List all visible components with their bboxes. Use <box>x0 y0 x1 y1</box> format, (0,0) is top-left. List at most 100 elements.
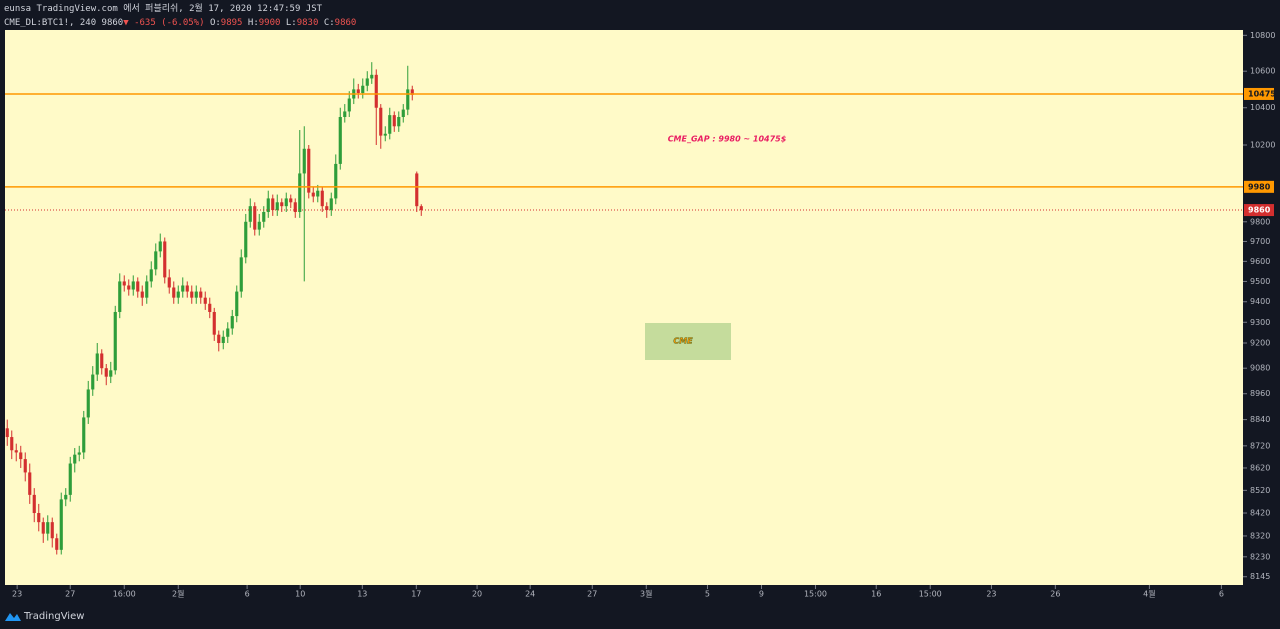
footer: TradingView <box>0 604 1280 629</box>
candle-body <box>19 452 23 460</box>
candle-body <box>73 454 77 464</box>
ohlc-label: O: <box>209 18 221 28</box>
candle-body <box>383 133 387 136</box>
x-tick-label: 13 <box>357 590 367 599</box>
candle-body <box>248 206 252 222</box>
y-tick-label: 10600 <box>1250 67 1275 76</box>
y-tick-label: 8320 <box>1250 531 1270 540</box>
candle-body <box>5 428 9 438</box>
candle-body <box>86 389 90 418</box>
x-tick-label: 23 <box>986 590 996 599</box>
candle-body <box>100 353 104 369</box>
candle-body <box>316 190 320 197</box>
candle-body <box>23 459 27 473</box>
brand: TradingView <box>24 611 85 622</box>
candle-body <box>46 522 50 534</box>
y-tick-label: 8840 <box>1250 415 1270 424</box>
annotation: CME_GAP : 9980 ~ 10475$ <box>668 135 787 144</box>
plot-background <box>5 30 1243 585</box>
candle-body <box>68 463 72 495</box>
candle-body <box>149 269 153 282</box>
candle-body <box>104 368 108 377</box>
candle-body <box>262 212 266 222</box>
y-tick-label: 9500 <box>1250 277 1270 286</box>
x-tick-label: 3월 <box>640 589 652 599</box>
candle-body <box>185 285 189 292</box>
last: 9860 <box>101 18 124 28</box>
y-tick-label: 9080 <box>1250 364 1270 373</box>
y-tick-label: 9700 <box>1250 237 1270 246</box>
x-tick-label: 17 <box>411 590 421 599</box>
candle-body <box>244 221 248 258</box>
candle-body <box>203 297 207 304</box>
candle-body <box>167 277 171 288</box>
candle-body <box>217 334 221 344</box>
candle-body <box>37 513 41 523</box>
candle-body <box>415 173 419 207</box>
ohlc-value: 9895 <box>220 18 243 28</box>
symbol: CME_DL:BTC1!, 240 <box>4 18 97 28</box>
candle-body <box>32 494 36 514</box>
candle-body <box>370 74 374 79</box>
candle-body <box>302 148 306 174</box>
y-tick-label: 10800 <box>1250 31 1275 40</box>
candle-body <box>140 291 144 298</box>
price-label: 9860 <box>1248 206 1271 215</box>
x-tick-label: 24 <box>525 590 535 599</box>
candle-body <box>275 202 279 211</box>
candle-body <box>127 285 131 290</box>
x-tick-label: 16:00 <box>113 590 136 599</box>
candle-body <box>347 98 351 112</box>
ohlc-value: 9900 <box>258 18 281 28</box>
candle-body <box>154 251 158 270</box>
candle-body <box>194 291 198 298</box>
price-label: 10475 <box>1248 89 1276 98</box>
candle-body <box>230 316 234 329</box>
candle-body <box>284 198 288 207</box>
candle-body <box>221 336 225 344</box>
candle-body <box>311 192 315 197</box>
candle-body <box>271 198 275 211</box>
candle-body <box>329 198 333 211</box>
candle-body <box>109 370 113 377</box>
left-border <box>0 30 5 585</box>
ohlc-label: C: <box>323 18 335 28</box>
candle-body <box>131 281 135 290</box>
candle-body <box>289 198 293 203</box>
candle-body <box>163 241 167 278</box>
price-axis-background <box>1243 30 1280 604</box>
x-tick-label: 26 <box>1050 590 1060 599</box>
x-tick-label: 10 <box>295 590 305 599</box>
candle-body <box>50 522 54 539</box>
candle-body <box>212 311 216 335</box>
candle-body <box>406 89 410 110</box>
candle-body <box>136 281 140 292</box>
candle-body <box>41 522 45 534</box>
y-tick-label: 8520 <box>1250 486 1270 495</box>
candle-body <box>365 78 369 86</box>
candle-body <box>320 190 324 207</box>
candle-body <box>266 198 270 213</box>
x-tick-label: 9 <box>759 590 764 599</box>
candle-body <box>181 285 185 292</box>
candle-body <box>419 206 423 211</box>
x-tick-label: 27 <box>587 590 597 599</box>
y-tick-label: 8420 <box>1250 509 1270 518</box>
candle-body <box>172 287 176 298</box>
y-tick-label: 9300 <box>1250 318 1270 327</box>
candle-body <box>82 417 86 453</box>
candle-body <box>64 494 68 500</box>
candle-body <box>235 291 239 317</box>
ohlc-label: H: <box>247 18 259 28</box>
candle-body <box>356 89 360 94</box>
y-tick-label: 9600 <box>1250 257 1270 266</box>
candle-body <box>361 85 365 94</box>
candle-body <box>334 163 338 199</box>
candle-body <box>118 281 122 312</box>
candle-body <box>28 472 32 495</box>
x-tick-label: 4월 <box>1143 589 1155 599</box>
y-tick-label: 9800 <box>1250 217 1270 226</box>
candle-body <box>208 303 212 312</box>
candle-body <box>343 111 347 117</box>
candle-body <box>14 450 18 453</box>
